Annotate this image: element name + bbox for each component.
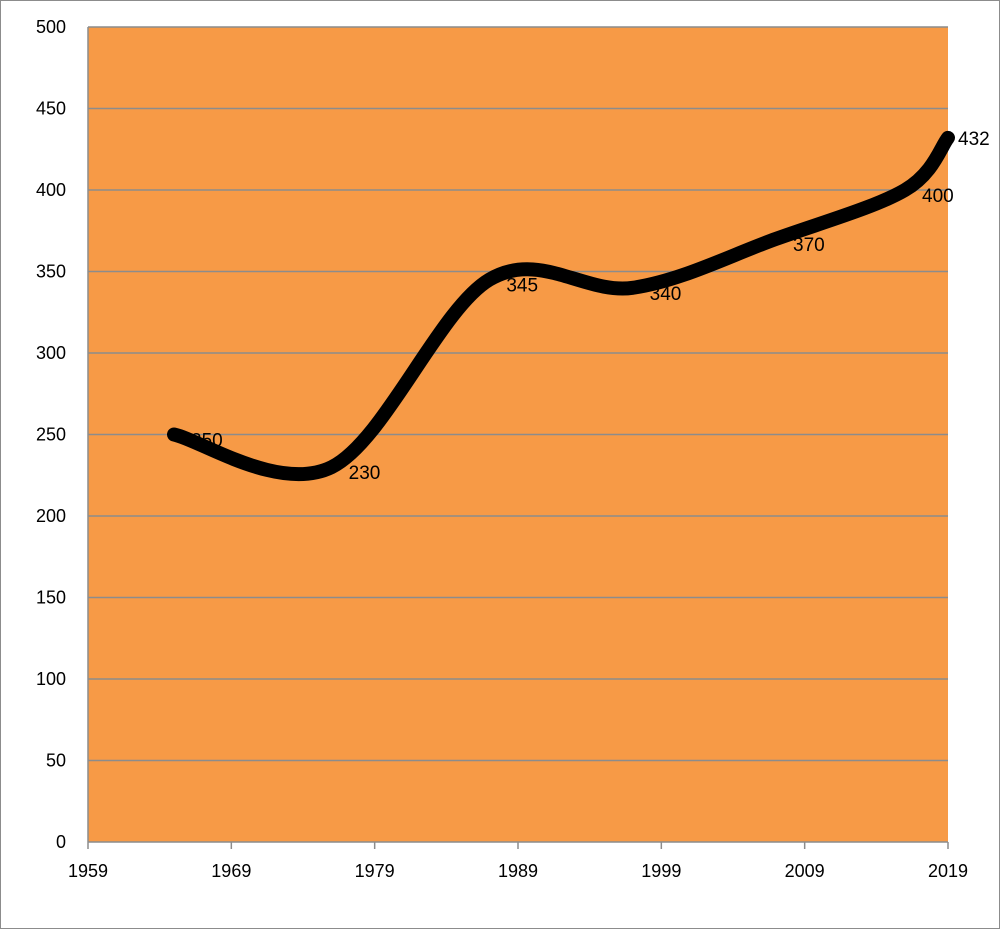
x-tick-label-1979: 1979 <box>355 861 395 881</box>
x-tick-label-2009: 2009 <box>785 861 825 881</box>
data-labels: 250 230 345 340 370 400 432 <box>191 129 990 484</box>
data-label-250: 250 <box>191 431 223 452</box>
data-label-432: 432 <box>958 129 990 150</box>
data-label-400: 400 <box>922 186 954 207</box>
x-axis-ticks: 1959 1969 1979 1989 1999 2009 2019 <box>68 842 968 881</box>
y-tick-label-150: 150 <box>36 588 66 608</box>
x-tick-label-2019: 2019 <box>928 861 968 881</box>
y-tick-label-450: 450 <box>36 99 66 119</box>
x-tick-label-1989: 1989 <box>498 861 538 881</box>
x-tick-label-1969: 1969 <box>211 861 251 881</box>
series-line <box>167 130 955 482</box>
y-tick-label-300: 300 <box>36 343 66 363</box>
x-tick-label-1959: 1959 <box>68 861 108 881</box>
y-tick-label-0: 0 <box>56 832 66 852</box>
y-tick-label-250: 250 <box>36 425 66 445</box>
y-tick-label-50: 50 <box>46 751 66 771</box>
y-tick-label-400: 400 <box>36 180 66 200</box>
y-tick-label-100: 100 <box>36 669 66 689</box>
data-label-230: 230 <box>349 463 381 484</box>
data-label-340: 340 <box>650 284 682 305</box>
y-axis-ticks: 0 50 100 150 200 250 300 350 400 450 500 <box>36 17 66 852</box>
y-tick-label-350: 350 <box>36 262 66 282</box>
y-tick-label-500: 500 <box>36 17 66 37</box>
y-tick-label-200: 200 <box>36 506 66 526</box>
x-tick-label-1999: 1999 <box>641 861 681 881</box>
data-label-370: 370 <box>793 235 825 256</box>
data-label-345: 345 <box>506 276 538 297</box>
